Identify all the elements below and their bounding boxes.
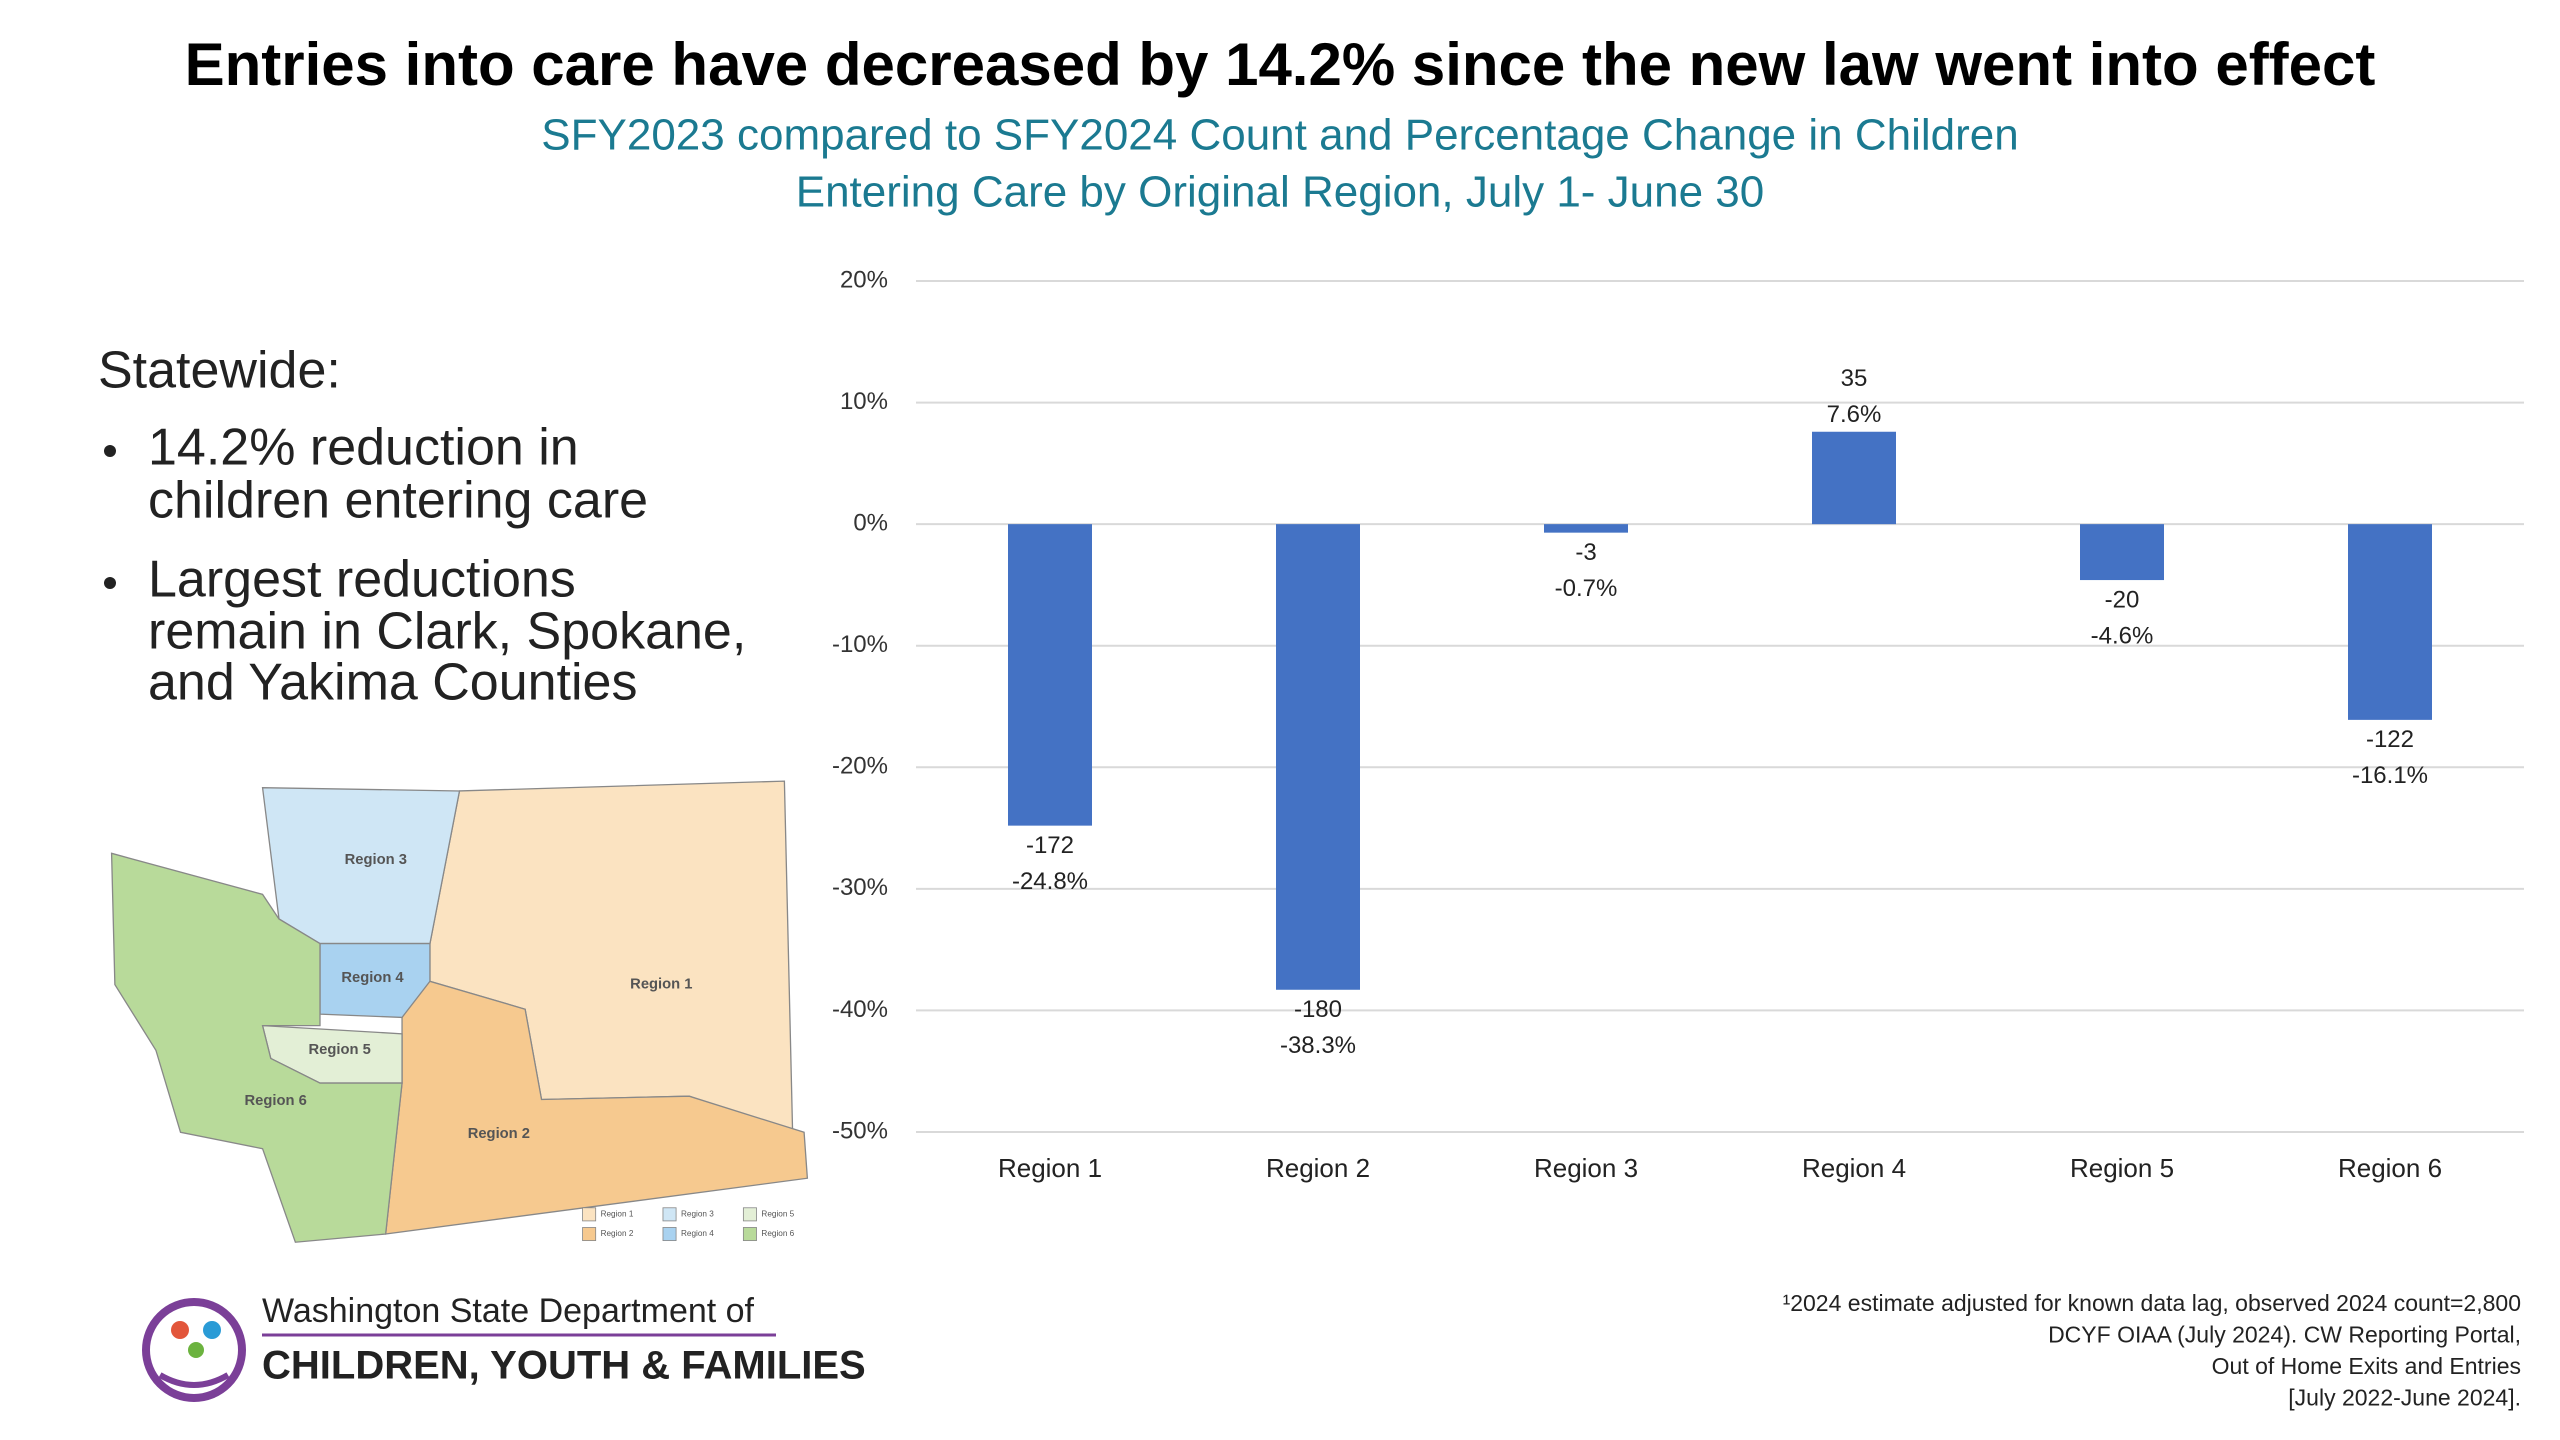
x-tick-label: Region 5: [2070, 1153, 2174, 1183]
data-label-count: -20: [2105, 586, 2140, 613]
logo-text: Washington State Department of: [262, 1292, 755, 1330]
logo-icon: [171, 1321, 189, 1339]
logo-icon: [203, 1321, 221, 1339]
map-label: Region 3: [345, 852, 407, 868]
summary-heading: Statewide:: [98, 342, 341, 400]
bar: [1544, 524, 1628, 533]
bar: [1812, 431, 1896, 525]
bullet-dot: [104, 577, 116, 589]
x-tick-label: Region 1: [998, 1153, 1102, 1183]
bullet-text: Largest reductions: [148, 551, 576, 609]
footnote: [July 2022-June 2024].: [2288, 1385, 2521, 1411]
map-label: Region 6: [245, 1093, 307, 1109]
map-label: Region 2: [468, 1126, 530, 1142]
data-label: 7.6%: [1827, 401, 1882, 428]
legend-label: Region 6: [761, 1229, 794, 1238]
bar: [2348, 524, 2432, 720]
y-tick-label: -10%: [832, 631, 888, 658]
legend-swatch: [742, 1207, 757, 1222]
data-label-count: -180: [1294, 996, 1342, 1023]
logo: Washington State Department of CHILDREN,…: [142, 1292, 866, 1402]
legend-label: Region 1: [601, 1210, 634, 1219]
data-label: -16.1%: [2352, 762, 2428, 789]
data-label-count: -3: [1575, 539, 1596, 566]
subtitle: SFY2023 compared to SFY2024 Count and Pe…: [541, 111, 2018, 160]
y-tick-label: -40%: [832, 996, 888, 1023]
x-tick-label: Region 3: [1534, 1153, 1638, 1183]
y-tick-label: 10%: [840, 388, 888, 415]
data-label: -24.8%: [1012, 868, 1088, 895]
region-map: Region 1 Region 2 Region 3 Region 4 Region 5…: [110, 780, 809, 1243]
x-tick-label: Region 6: [2338, 1153, 2442, 1183]
map-label: Region 1: [630, 977, 692, 993]
x-tick-label: Region 2: [1266, 1153, 1370, 1183]
legend-swatch: [662, 1207, 677, 1222]
bullet-text: 14.2% reduction in: [148, 419, 579, 477]
bullet-dot: [104, 445, 116, 457]
y-tick-label: -50%: [832, 1117, 888, 1144]
x-tick-label: Region 4: [1802, 1153, 1906, 1183]
bar: [1008, 524, 1092, 826]
logo-text: CHILDREN, YOUTH & FAMILIES: [262, 1344, 866, 1388]
y-tick-label: -20%: [832, 753, 888, 780]
map-label: Region 4: [341, 970, 404, 986]
legend-label: Region 5: [761, 1210, 794, 1219]
bar: [1276, 524, 1360, 990]
footnote: Out of Home Exits and Entries: [2212, 1353, 2521, 1379]
subtitle: Entering Care by Original Region, July 1…: [796, 168, 1765, 217]
data-label-count: -172: [1026, 832, 1074, 859]
legend-swatch: [582, 1227, 597, 1242]
legend-label: Region 4: [681, 1229, 714, 1238]
map-region: [110, 852, 403, 1243]
logo-ring: [142, 1298, 246, 1402]
y-tick-label: 20%: [840, 266, 888, 293]
legend-label: Region 2: [601, 1229, 634, 1238]
legend-swatch: [662, 1227, 677, 1242]
logo-icon: [158, 1372, 230, 1388]
data-label-count: -122: [2366, 726, 2414, 753]
map-label: Region 5: [309, 1042, 371, 1058]
y-tick-label: 0%: [853, 509, 888, 536]
bullet-text: children entering care: [148, 472, 648, 530]
bar: [2080, 524, 2164, 581]
footnote: DCYF OIAA (July 2024). CW Reporting Port…: [2048, 1322, 2521, 1348]
legend-swatch: [582, 1207, 597, 1222]
data-label-count: 35: [1841, 365, 1868, 392]
bullet-text: and Yakima Counties: [148, 654, 637, 712]
legend-label: Region 3: [681, 1210, 714, 1219]
bullet-text: remain in Clark, Spokane,: [148, 603, 746, 661]
logo-icon: [188, 1342, 204, 1358]
y-tick-label: -30%: [832, 874, 888, 901]
title: Entries into care have decreased by 14.2…: [185, 31, 2376, 98]
data-label: -4.6%: [2091, 622, 2154, 649]
footnote: ¹2024 estimate adjusted for known data l…: [1783, 1290, 2521, 1316]
data-label: -0.7%: [1555, 575, 1618, 602]
legend-swatch: [742, 1227, 757, 1242]
data-label: -38.3%: [1280, 1032, 1356, 1059]
